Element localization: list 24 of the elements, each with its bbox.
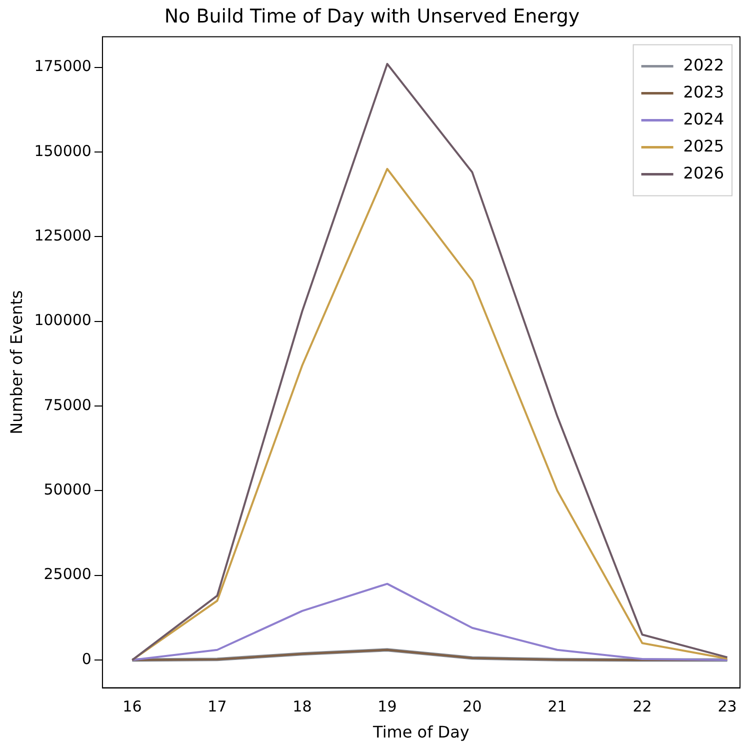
- y-tick-label: 150000: [34, 142, 92, 160]
- y-axis-title: Number of Events: [6, 290, 26, 434]
- y-tick-label: 25000: [44, 565, 92, 584]
- x-tick-label: 16: [122, 698, 142, 716]
- x-tick-label: 19: [378, 698, 397, 716]
- legend-label: 2026: [683, 163, 724, 182]
- legend-label: 2025: [683, 136, 724, 156]
- x-tick-label: 23: [718, 698, 737, 716]
- legend-label: 2023: [683, 82, 724, 102]
- y-tick-label: 125000: [34, 226, 92, 245]
- y-tick-label: 0: [82, 650, 92, 668]
- y-tick-label: 50000: [44, 480, 92, 499]
- x-axis-title: Time of Day: [372, 722, 470, 742]
- y-tick-label: 175000: [34, 57, 92, 76]
- legend-label: 2022: [683, 55, 724, 74]
- chart-title: No Build Time of Day with Unserved Energy: [164, 5, 580, 28]
- x-tick-label: 21: [548, 698, 567, 716]
- x-tick-label: 17: [208, 698, 227, 716]
- x-tick-label: 20: [462, 698, 482, 716]
- y-tick-label: 100000: [34, 311, 92, 330]
- x-tick-label: 18: [292, 698, 312, 716]
- legend-label: 2024: [683, 109, 724, 128]
- x-tick-label: 22: [632, 698, 652, 716]
- y-tick-label: 75000: [44, 396, 92, 414]
